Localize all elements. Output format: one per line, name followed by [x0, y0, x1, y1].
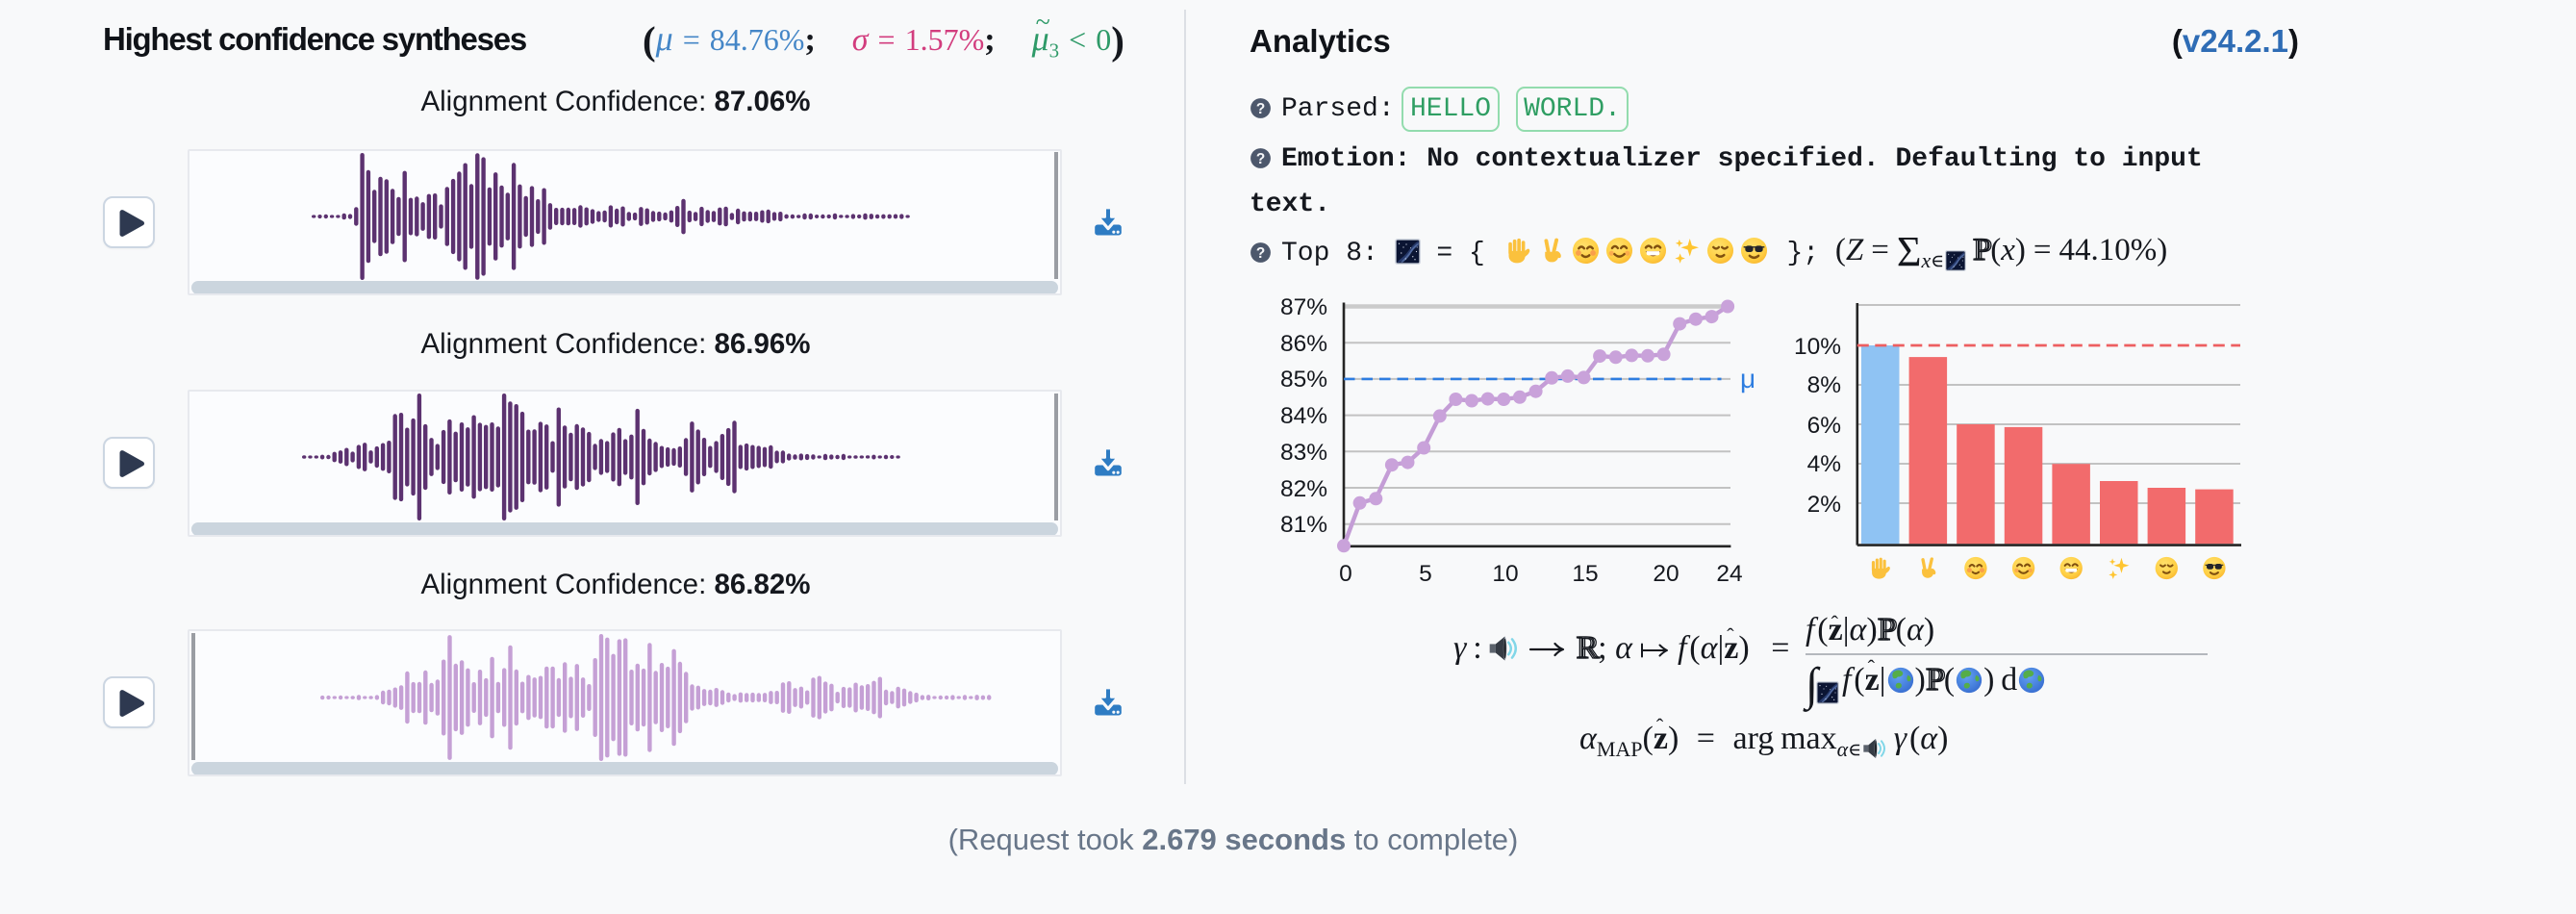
svg-text:8%: 8%: [1807, 372, 1841, 398]
svg-text:85%: 85%: [1280, 367, 1327, 393]
svg-text:15: 15: [1572, 561, 1598, 587]
svg-text:20: 20: [1653, 561, 1679, 587]
svg-text:6%: 6%: [1807, 413, 1841, 439]
svg-text:5: 5: [1419, 561, 1432, 587]
svg-text:83%: 83%: [1280, 440, 1327, 466]
svg-text:10%: 10%: [1794, 334, 1841, 360]
svg-text:10: 10: [1492, 561, 1518, 587]
svg-text:84%: 84%: [1280, 403, 1327, 429]
svg-text:μ: μ: [1740, 364, 1755, 394]
svg-text:86%: 86%: [1280, 331, 1327, 357]
svg-text:82%: 82%: [1280, 476, 1327, 502]
svg-text:2%: 2%: [1807, 492, 1841, 518]
svg-text:0: 0: [1339, 561, 1352, 587]
svg-text:24: 24: [1716, 561, 1742, 587]
svg-text:87%: 87%: [1280, 294, 1327, 320]
svg-text:4%: 4%: [1807, 451, 1841, 477]
svg-text:81%: 81%: [1280, 512, 1327, 538]
